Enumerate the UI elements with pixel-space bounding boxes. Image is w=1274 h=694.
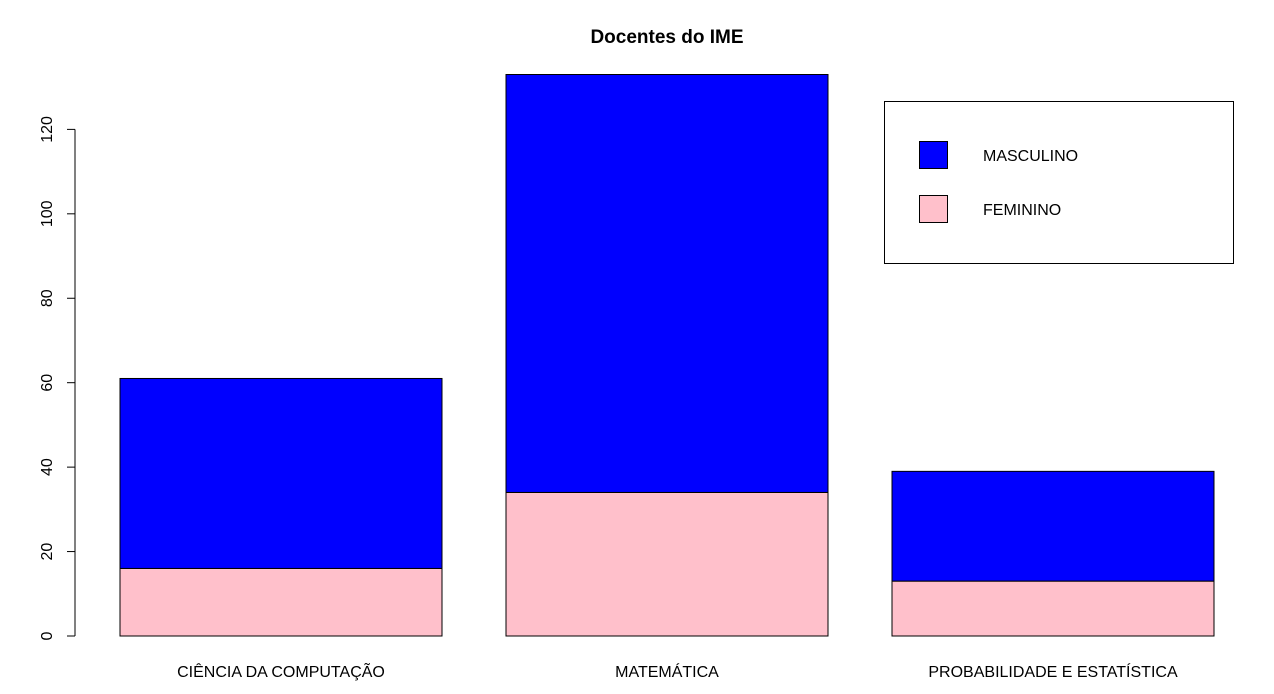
bar-masculino-0 — [119, 377, 443, 569]
chart-title: Docentes do IME — [590, 27, 743, 48]
x-tick-label: PROBABILIDADE E ESTATÍSTICA — [928, 662, 1178, 681]
bar-feminino-2 — [891, 580, 1215, 637]
y-tick-label: 40 — [39, 458, 56, 476]
x-tick-label: CIÊNCIA DA COMPUTAÇÃO — [177, 661, 385, 681]
bar-feminino-0 — [119, 567, 443, 637]
bar-masculino-2 — [891, 470, 1215, 582]
y-tick-label: 0 — [39, 631, 56, 640]
y-tick-label: 120 — [39, 116, 56, 143]
x-tick-label: MATEMÁTICA — [615, 662, 719, 681]
bars — [119, 74, 1215, 637]
legend-label-feminino: FEMININO — [983, 202, 1061, 219]
bar-masculino-1 — [505, 74, 829, 493]
legend-swatch-masculino — [919, 141, 948, 169]
x-axis-labels: CIÊNCIA DA COMPUTAÇÃO MATEMÁTICA PROBABILI… — [177, 661, 1178, 681]
y-tick-label: 60 — [39, 374, 56, 392]
y-tick-label: 100 — [39, 200, 56, 227]
legend-box — [884, 101, 1234, 264]
legend-label-masculino: MASCULINO — [983, 148, 1078, 165]
bar-feminino-1 — [505, 491, 829, 637]
y-axis: 0 20 40 60 80 100 120 — [39, 116, 76, 640]
legend-swatch-feminino — [919, 195, 948, 223]
legend: MASCULINO FEMININO — [884, 101, 1234, 264]
y-tick-label: 80 — [39, 289, 56, 307]
y-tick-label: 20 — [39, 543, 56, 561]
